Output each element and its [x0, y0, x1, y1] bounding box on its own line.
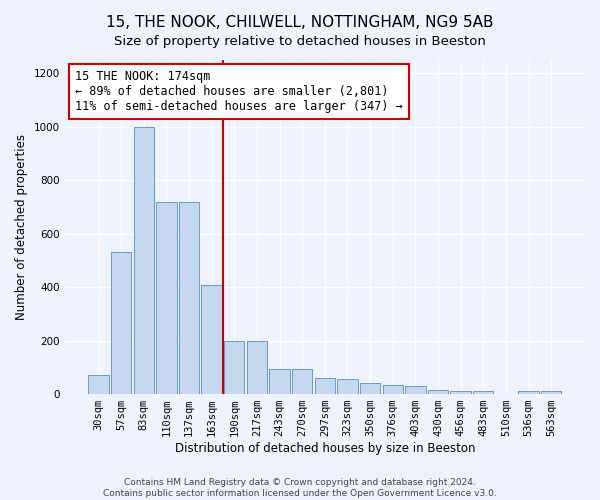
Bar [383, 384, 403, 394]
Text: 15 THE NOOK: 174sqm
← 89% of detached houses are smaller (2,801)
11% of semi-det: 15 THE NOOK: 174sqm ← 89% of detached ho… [75, 70, 403, 113]
Bar [405, 386, 425, 394]
Bar [179, 202, 199, 394]
X-axis label: Distribution of detached houses by size in Beeston: Distribution of detached houses by size … [175, 442, 475, 455]
Bar [451, 391, 471, 394]
Text: 15, THE NOOK, CHILWELL, NOTTINGHAM, NG9 5AB: 15, THE NOOK, CHILWELL, NOTTINGHAM, NG9 … [106, 15, 494, 30]
Bar [134, 127, 154, 394]
Bar [156, 202, 176, 394]
Bar [247, 340, 267, 394]
Bar [269, 368, 290, 394]
Bar [518, 391, 539, 394]
Bar [202, 284, 222, 394]
Y-axis label: Number of detached properties: Number of detached properties [15, 134, 28, 320]
Bar [292, 368, 313, 394]
Bar [224, 340, 244, 394]
Text: Contains HM Land Registry data © Crown copyright and database right 2024.
Contai: Contains HM Land Registry data © Crown c… [103, 478, 497, 498]
Text: Size of property relative to detached houses in Beeston: Size of property relative to detached ho… [114, 35, 486, 48]
Bar [473, 392, 493, 394]
Bar [360, 384, 380, 394]
Bar [337, 380, 358, 394]
Bar [111, 252, 131, 394]
Bar [541, 391, 562, 394]
Bar [314, 378, 335, 394]
Bar [428, 390, 448, 394]
Bar [88, 376, 109, 394]
